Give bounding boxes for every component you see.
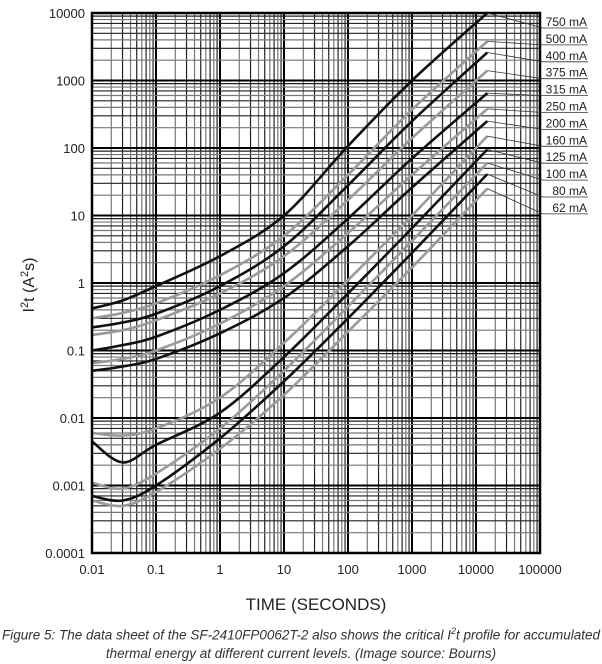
curve-200ma (91, 120, 489, 373)
x-tick-label: 10 (277, 562, 291, 577)
legend-label: 750 mA (546, 15, 587, 29)
legend-label: 375 mA (546, 66, 587, 80)
i2t-chart: 0.01 0.1 1 10 100 1000 10000 100000 10000100010… (19, 6, 588, 614)
curve-80ma (91, 173, 489, 503)
curve-160ma (91, 135, 489, 437)
y-tick-label: 1000 (56, 74, 85, 89)
curve-100ma (91, 162, 489, 491)
legend-leader-line (487, 120, 544, 130)
legend: 750 mA 500 mA 400 mA 375 mA 315 mA 250 mA 200 … (487, 12, 588, 215)
caption-text-1: Figure 5: The data sheet of the SF-2410F… (1, 627, 451, 643)
curve-62ma (91, 187, 489, 508)
x-tick-label: 100000 (518, 562, 561, 577)
legend-leader-line (487, 12, 544, 29)
caption-superscript: 2 (450, 626, 456, 636)
curve-250ma (91, 107, 489, 365)
figure-caption: Figure 5: The data sheet of the SF-2410F… (0, 622, 602, 663)
y-tick-label: 100 (63, 141, 85, 156)
curve-375ma (91, 69, 489, 337)
y-tick-label: 0.001 (52, 479, 85, 494)
x-tick-labels: 0.01 0.1 1 10 100 1000 10000 100000 (79, 562, 561, 577)
legend-label: 250 mA (546, 100, 587, 114)
legend-label: 62 mA (552, 201, 587, 215)
legend-leader-line (487, 162, 544, 181)
grid (91, 13, 540, 554)
plot-frame (90, 11, 542, 555)
x-tick-label: 0.1 (147, 562, 165, 577)
curve-315ma (91, 92, 489, 352)
legend-leader-line (487, 40, 544, 46)
legend-leader-line (487, 173, 544, 198)
legend-leader-line (487, 108, 544, 113)
x-tick-label: 10000 (458, 562, 494, 577)
legend-label: 315 mA (546, 83, 587, 97)
legend-leader-line (487, 135, 544, 147)
x-tick-label: 100 (337, 562, 359, 577)
legend-leader-line (487, 70, 544, 80)
y-tick-labels: 10000 1000 100 10 1 0.1 0.01 0.001 0.0001 (45, 6, 85, 561)
legend-label: 100 mA (546, 167, 587, 181)
legend-leader-line (487, 52, 544, 63)
legend-label: 200 mA (546, 116, 587, 130)
legend-leader-line (487, 92, 544, 96)
y-tick-label: 1 (78, 276, 85, 291)
y-tick-label: 10000 (49, 6, 85, 21)
caption-text-2: t profile for accumulated thermal energy… (105, 627, 601, 661)
legend-label: 400 mA (546, 49, 587, 63)
legend-leader-line (487, 188, 544, 215)
y-tick-label: 0.01 (60, 411, 85, 426)
x-axis-title: TIME (SECONDS) (246, 595, 387, 614)
y-tick-label: 0.0001 (45, 546, 85, 561)
curves (91, 12, 489, 508)
legend-label: 80 mA (552, 184, 587, 198)
x-tick-label: 1 (216, 562, 223, 577)
y-tick-label: 0.1 (67, 344, 85, 359)
y-tick-label: 10 (71, 209, 85, 224)
legend-leader-line (487, 149, 544, 164)
curve-125ma (91, 148, 489, 464)
curve-400ma (91, 51, 489, 329)
curve-500ma (91, 40, 489, 320)
x-tick-label: 0.01 (79, 562, 104, 577)
x-tick-label: 1000 (398, 562, 427, 577)
legend-label: 500 mA (546, 32, 587, 46)
curve-750ma (91, 12, 489, 310)
y-axis-title: I2t (A2s) (19, 258, 38, 313)
legend-label: 160 mA (546, 133, 587, 147)
legend-label: 125 mA (546, 150, 587, 164)
